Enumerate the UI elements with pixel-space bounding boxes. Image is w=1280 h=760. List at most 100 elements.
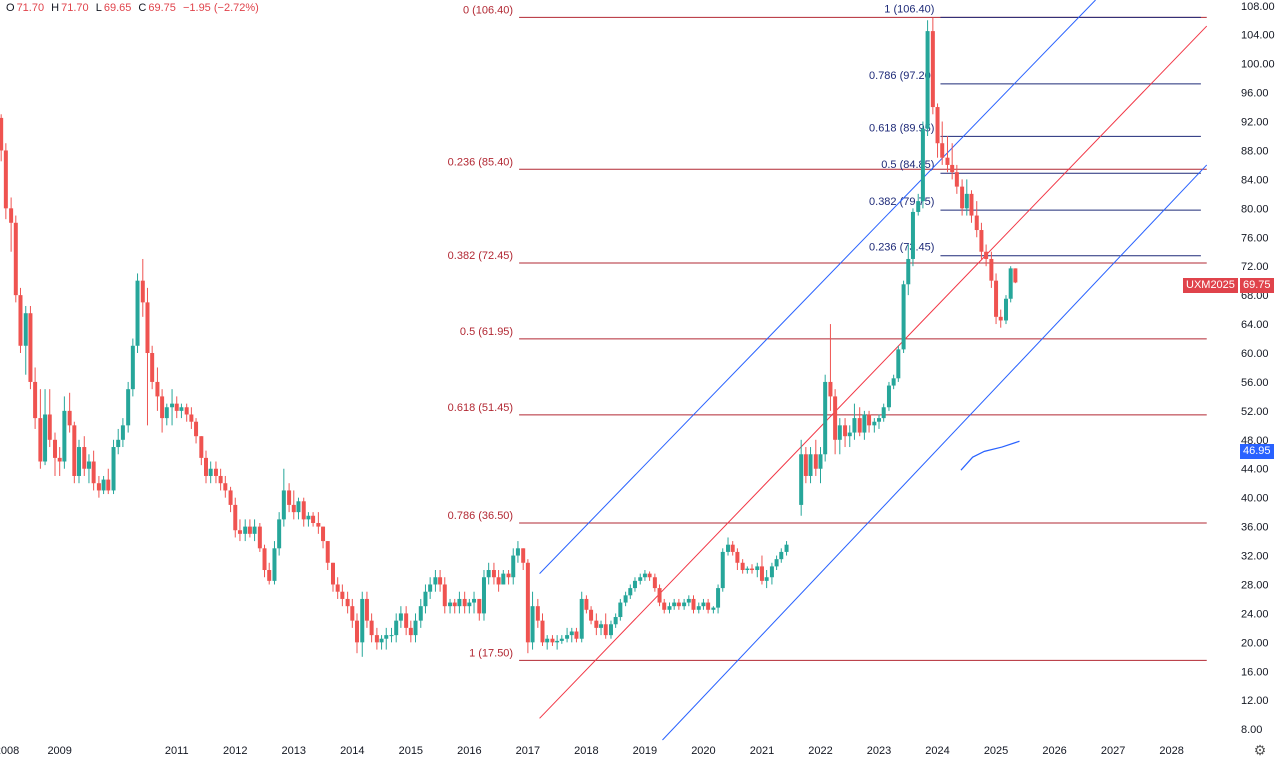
candle-body: [735, 551, 740, 563]
y-tick-label: 80.00: [1241, 203, 1269, 215]
candle-body: [886, 385, 891, 408]
candle-body: [47, 414, 52, 440]
candle-body: [686, 598, 691, 603]
candle-body: [174, 403, 179, 411]
candle-body: [418, 606, 423, 621]
candle-body: [769, 566, 774, 578]
y-tick-label: 72.00: [1241, 261, 1269, 273]
candle-body: [935, 107, 940, 144]
candle-body: [413, 620, 418, 636]
y-tick-label: 20.00: [1241, 637, 1269, 649]
candle-body: [618, 602, 623, 618]
close-value: C 69.75: [138, 2, 176, 14]
candle-body: [1008, 268, 1013, 299]
candle-body: [398, 613, 403, 621]
x-tick-label: 2017: [516, 745, 540, 757]
candle-body: [682, 602, 687, 607]
candle-body: [545, 638, 550, 643]
candle-body: [330, 562, 335, 585]
y-tick-label: 96.00: [1241, 88, 1269, 100]
candle-body: [277, 519, 282, 549]
candle-body: [243, 526, 248, 534]
candle-body: [477, 598, 482, 614]
y-tick-label: 32.00: [1241, 551, 1269, 563]
candle-body: [335, 584, 340, 592]
candle-body: [930, 31, 935, 108]
candle-body: [442, 584, 447, 607]
candle-body: [530, 606, 535, 643]
x-tick-label: 2009: [47, 745, 71, 757]
candle-body: [1013, 268, 1018, 283]
last-price-value: 69.75: [1243, 279, 1271, 291]
candle-body: [126, 389, 131, 426]
candle-body: [394, 620, 399, 636]
fib2-level-label: 0.786 (97.20): [869, 70, 934, 82]
candle-body: [325, 541, 330, 563]
candle-body: [515, 548, 520, 556]
fib-level-label: 0.236 (85.40): [448, 156, 513, 168]
fib2-level-label: 0.236 (73.45): [869, 242, 934, 254]
candle-body: [13, 222, 18, 296]
candle-body: [96, 483, 101, 491]
y-tick-label: 76.00: [1241, 232, 1269, 244]
candle-body: [676, 602, 681, 607]
x-tick-label: 2023: [867, 745, 891, 757]
candle-body: [481, 577, 486, 614]
x-tick-label: 2026: [1042, 745, 1066, 757]
candle-body: [170, 403, 175, 408]
x-tick-label: 2012: [223, 745, 247, 757]
candle-body: [589, 609, 594, 621]
candle-body: [823, 381, 828, 455]
candle-body: [150, 353, 155, 382]
candle-body: [521, 548, 526, 563]
candle-body: [491, 570, 496, 578]
candle-body: [711, 607, 716, 610]
candle-body: [501, 573, 506, 585]
candle-body: [321, 526, 326, 542]
x-tick-label: 2014: [340, 745, 364, 757]
candle-body: [457, 598, 462, 607]
fib-level-label: 1 (17.50): [469, 647, 513, 659]
candle-body: [272, 548, 277, 581]
candle-body: [852, 418, 857, 433]
candle-body: [130, 345, 135, 390]
candle-body: [672, 602, 677, 607]
candle-body: [954, 172, 959, 187]
open-value: O 71.70: [6, 2, 45, 14]
ohlc-readout: O 71.70 H 71.70 L 69.65 C 69.75 −1.95 (−2.72…: [6, 2, 261, 14]
fib-layer: 0 (106.40) 0.236 (85.40) 0.382 (72.45) 0.5 …: [448, 3, 1207, 661]
candle-body: [828, 381, 833, 397]
candle-body: [354, 620, 359, 643]
x-tick-label: 2019: [633, 745, 657, 757]
x-tick-label: 2015: [399, 745, 423, 757]
candle-body: [960, 186, 965, 209]
candle-body: [350, 606, 355, 621]
y-tick-label: 12.00: [1241, 695, 1269, 707]
symbol-label: UXM2025: [1186, 279, 1235, 291]
fib-level-label: 0.382 (72.45): [448, 250, 513, 262]
y-tick-label: 52.00: [1241, 406, 1269, 418]
candle-body: [496, 577, 501, 585]
candle-body: [784, 544, 789, 552]
candle-body: [535, 606, 540, 621]
y-tick-label: 56.00: [1241, 377, 1269, 389]
candle-body: [896, 349, 901, 379]
channel-layer[interactable]: [539, 0, 1208, 741]
y-tick-label: 88.00: [1241, 145, 1269, 157]
candle-body: [901, 284, 906, 350]
candle-body: [813, 454, 818, 469]
candle-body: [62, 410, 67, 462]
candle-body: [184, 407, 189, 415]
candle-body: [204, 457, 208, 476]
candle-body: [194, 421, 199, 437]
x-tick-label: 2027: [1101, 745, 1125, 757]
y-tick-label: 36.00: [1241, 522, 1269, 534]
fib-level-label: 0 (106.40): [463, 4, 513, 16]
candle-body: [799, 454, 804, 505]
candle-body: [984, 251, 989, 259]
candle-body: [652, 577, 657, 589]
candle-body: [462, 598, 467, 607]
gear-icon[interactable]: ⚙: [1253, 742, 1267, 758]
y-tick-label: 40.00: [1241, 493, 1269, 505]
